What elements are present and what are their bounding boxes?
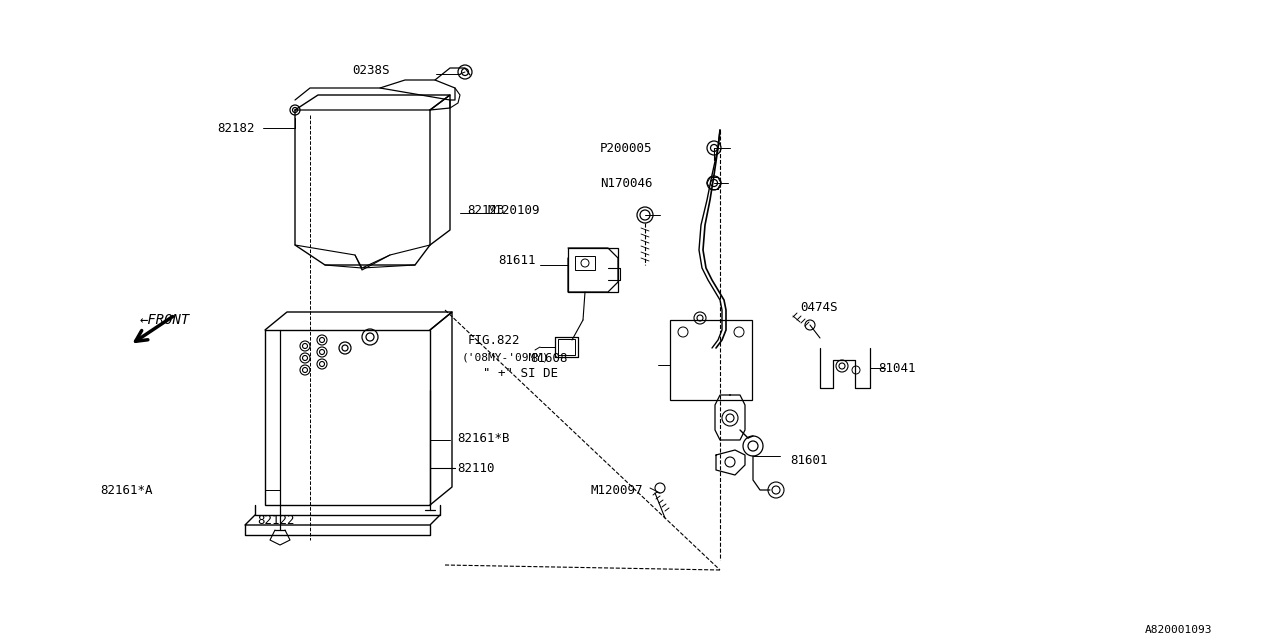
Text: FIG.822: FIG.822 [468,333,521,346]
Bar [575,256,595,270]
Text: 81041: 81041 [878,362,915,374]
Bar [265,330,430,505]
Text: 0474S: 0474S [800,301,837,314]
Text: M120109: M120109 [488,204,540,216]
Text: 82161*A: 82161*A [100,483,152,497]
Text: 82122: 82122 [257,513,294,527]
Text: 82182: 82182 [218,122,255,134]
Bar [558,339,575,355]
Text: M120097: M120097 [590,483,643,497]
Text: N170046: N170046 [600,177,653,189]
Text: ←FRONT: ←FRONT [140,313,191,327]
Text: 81611: 81611 [498,253,535,266]
Text: A820001093: A820001093 [1146,625,1212,635]
Bar [568,248,618,292]
Text: 81601: 81601 [790,454,827,467]
Text: P200005: P200005 [600,141,653,154]
Text: 82161*B: 82161*B [457,431,509,445]
Text: 82123: 82123 [467,204,504,216]
Text: 81608: 81608 [530,351,568,365]
Bar [669,320,753,400]
Text: ('08MY-'09MY): ('08MY-'09MY) [462,352,549,362]
Text: " +" SI DE: " +" SI DE [483,367,558,380]
Text: 0238S: 0238S [352,63,390,77]
Text: 82110: 82110 [457,461,494,474]
